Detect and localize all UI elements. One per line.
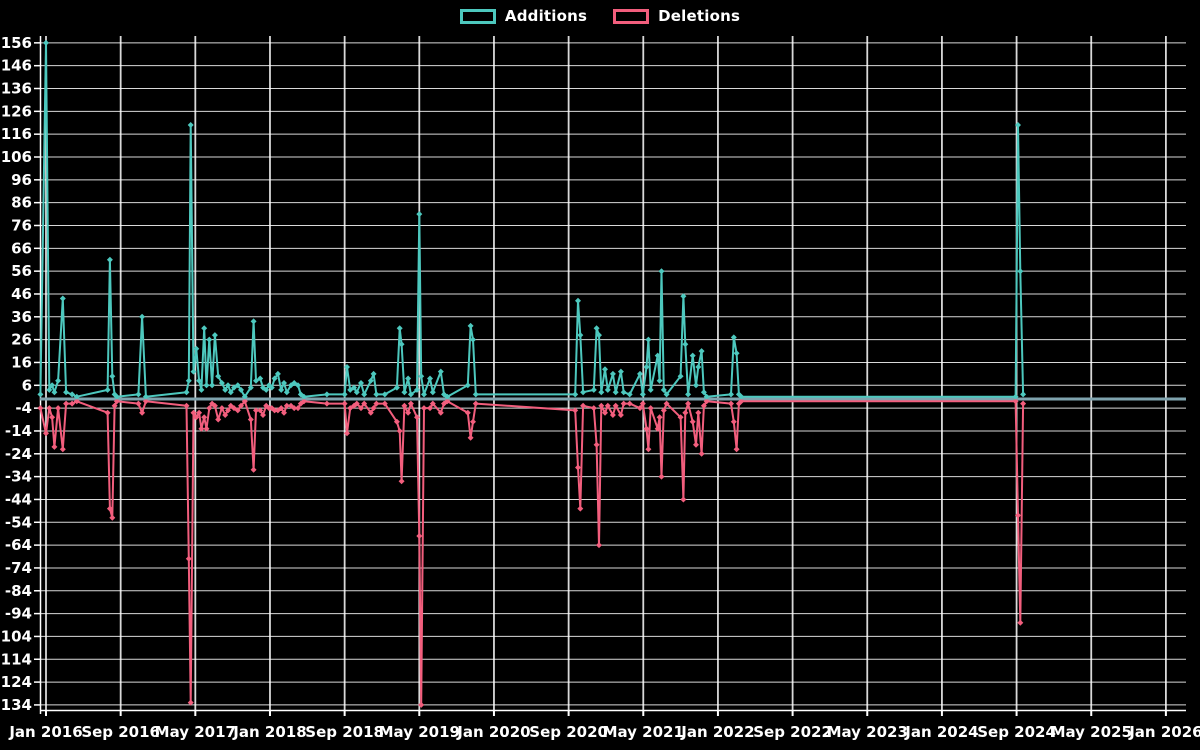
x-axis-tick-label: May 2023 (827, 723, 908, 741)
y-axis-tick-label: 116 (1, 125, 32, 143)
y-axis-tick-label: -64 (5, 536, 32, 554)
y-axis-tick-label: -94 (5, 605, 32, 623)
y-axis-tick-label: 36 (11, 308, 32, 326)
y-axis-tick-label: -84 (5, 582, 32, 600)
x-axis-tick-label: Sep 2020 (529, 723, 608, 741)
axis-tick-labels: 156 146 136 126 116 106 96 86 76 66 56 46 36 26 16 6 -4 -… (0, 34, 1200, 741)
y-axis-tick-label: 76 (11, 216, 32, 234)
x-axis-tick-label: May 2021 (603, 723, 684, 741)
y-axis-tick-label: 136 (1, 80, 32, 98)
deletions-legend-swatch-icon (613, 8, 650, 24)
y-axis-tick-label: -14 (5, 422, 32, 440)
x-axis-tick-label: May 2019 (379, 723, 460, 741)
x-axis-tick-label: Sep 2018 (305, 723, 384, 741)
y-axis-tick-label: -114 (0, 650, 32, 668)
y-axis-tick-label: 16 (11, 353, 32, 371)
x-axis-tick-label: Jan 2022 (680, 723, 754, 741)
y-axis-tick-label: 96 (11, 171, 32, 189)
y-axis-tick-label: -4 (15, 399, 32, 417)
y-axis-tick-label: -104 (0, 627, 32, 645)
additions-line (39, 41, 1025, 398)
y-axis-tick-label: -44 (5, 490, 32, 508)
y-axis-tick-label: -134 (0, 696, 32, 714)
x-axis-tick-label: Jan 2018 (232, 723, 306, 741)
x-axis-tick-label: Sep 2016 (81, 723, 160, 741)
y-axis-tick-label: 146 (1, 57, 32, 75)
y-axis-tick-label: 106 (1, 148, 32, 166)
y-axis-tick-label: -24 (5, 445, 32, 463)
x-axis-tick-label: May 2017 (155, 723, 236, 741)
x-axis-tick-label: Sep 2022 (753, 723, 832, 741)
y-axis-tick-label: 66 (11, 239, 32, 257)
y-axis-tick-label: -124 (0, 673, 32, 691)
x-axis-tick-label: May 2025 (1051, 723, 1132, 741)
x-axis-tick-label: Jan 2024 (904, 723, 978, 741)
y-axis-tick-label: 156 (1, 34, 32, 52)
y-axis-tick-label: 56 (11, 262, 32, 280)
legend-item-additions[interactable]: Additions (459, 7, 588, 25)
legend-item-deletions[interactable]: Deletions (613, 7, 740, 25)
y-axis-tick-label: 126 (1, 102, 32, 120)
series-additions (37, 39, 1027, 400)
y-axis-tick-label: 86 (11, 194, 32, 212)
y-axis-tick-label: -54 (5, 513, 32, 531)
chart-legend: Additions Deletions (0, 7, 1200, 25)
additions-legend-label: Additions (504, 7, 588, 25)
y-axis-tick-label: 6 (22, 376, 32, 394)
x-axis-tick-label: Sep 2024 (977, 723, 1056, 741)
x-axis-tick-label: Jan 2016 (8, 723, 82, 741)
y-axis-tick-label: 46 (11, 285, 32, 303)
y-axis-tick-label: -34 (5, 468, 32, 486)
x-axis-tick-label: Jan 2020 (456, 723, 530, 741)
y-axis-tick-label: -74 (5, 559, 32, 577)
x-axis-tick-label: Jan 2026 (1128, 723, 1200, 741)
series-deletions (37, 398, 1027, 708)
additions-legend-swatch-icon (459, 8, 496, 24)
y-axis-tick-label: 26 (11, 331, 32, 349)
deletions-legend-label: Deletions (658, 7, 741, 25)
